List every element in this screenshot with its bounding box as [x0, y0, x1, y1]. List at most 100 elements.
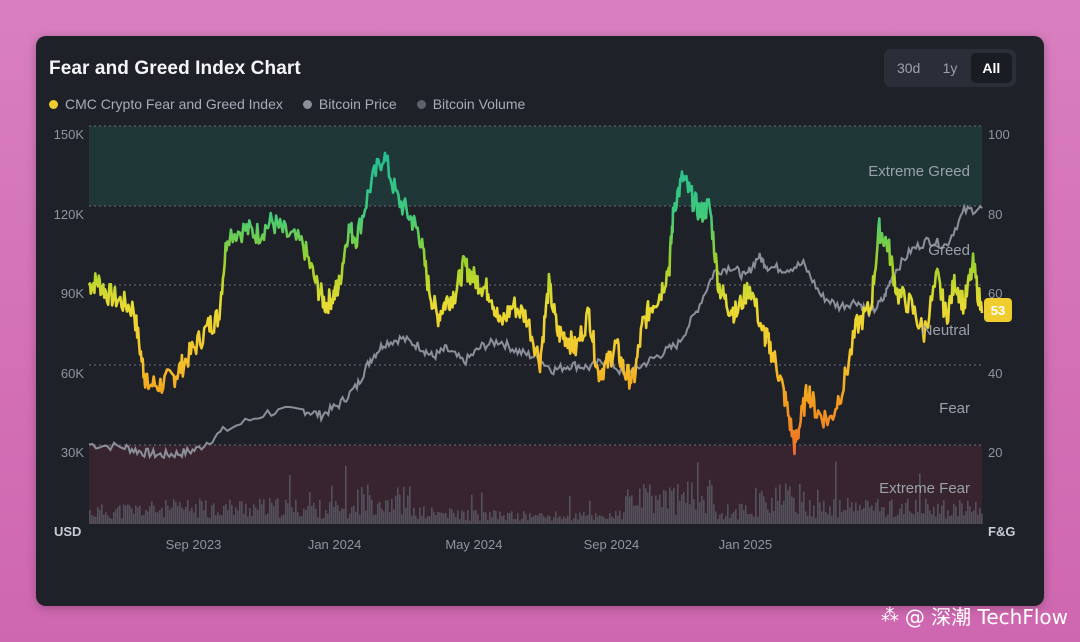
- volume-bar: [803, 491, 805, 524]
- volume-bar: [327, 513, 329, 524]
- volume-bar: [731, 513, 733, 524]
- chart-title: Fear and Greed Index Chart: [49, 58, 301, 79]
- volume-bar: [925, 498, 927, 524]
- legend-label-fear-greed: CMC Crypto Fear and Greed Index: [65, 96, 283, 112]
- legend-item-fear-greed[interactable]: CMC Crypto Fear and Greed Index: [49, 96, 283, 112]
- volume-bar: [485, 512, 487, 524]
- volume-bar: [513, 518, 515, 524]
- volume-bar: [231, 504, 233, 524]
- volume-bar: [883, 506, 885, 524]
- volume-bar: [861, 509, 863, 524]
- volume-bar: [931, 514, 933, 524]
- volume-bar: [723, 519, 725, 524]
- volume-bar: [139, 505, 141, 524]
- volume-bar: [435, 515, 437, 524]
- volume-bar: [385, 500, 387, 524]
- volume-bar: [379, 501, 381, 524]
- volume-bar: [511, 511, 513, 524]
- volume-bar: [391, 498, 393, 524]
- volume-bar: [865, 499, 867, 524]
- volume-bar: [217, 512, 219, 524]
- volume-bar: [761, 490, 763, 524]
- right-tick-20: 20: [988, 445, 1002, 460]
- range-1y-button[interactable]: 1y: [942, 60, 958, 76]
- volume-bar: [329, 501, 331, 524]
- volume-bar: [149, 506, 151, 524]
- volume-bar: [291, 507, 293, 524]
- volume-bar: [619, 510, 621, 524]
- volume-bar: [641, 507, 643, 524]
- volume-bar: [91, 515, 93, 524]
- volume-bar: [519, 520, 521, 524]
- volume-bar: [699, 502, 701, 524]
- volume-bar: [205, 500, 207, 524]
- volume-bar: [693, 499, 695, 524]
- volume-bar: [287, 503, 289, 524]
- volume-bar: [717, 519, 719, 524]
- volume-bar: [701, 495, 703, 524]
- fear-greed-chart: Extreme Greed Greed Neutral Fear Extreme…: [54, 125, 1015, 552]
- volume-bar: [755, 487, 757, 524]
- volume-bar: [413, 507, 415, 524]
- volume-bar: [677, 483, 679, 524]
- volume-bar: [797, 513, 799, 524]
- volume-bar: [929, 510, 931, 524]
- volume-bar: [937, 503, 939, 524]
- volume-bar: [197, 517, 199, 524]
- volume-bar: [207, 517, 209, 524]
- volume-bar: [555, 511, 557, 524]
- volume-bar: [947, 509, 949, 524]
- volume-bar: [471, 494, 473, 524]
- volume-bar: [193, 512, 195, 524]
- volume-bar: [265, 514, 267, 524]
- volume-bar: [963, 515, 965, 524]
- volume-bar: [111, 518, 113, 524]
- volume-bar: [491, 517, 493, 524]
- volume-bar: [933, 506, 935, 524]
- volume-bar: [887, 514, 889, 524]
- volume-bar: [741, 503, 743, 524]
- volume-bar: [331, 485, 333, 524]
- volume-bar: [655, 495, 657, 524]
- range-all-button[interactable]: All: [970, 53, 1012, 83]
- volume-bar: [753, 516, 755, 524]
- volume-bar: [667, 508, 669, 524]
- volume-bar: [489, 511, 491, 524]
- volume-bar: [783, 500, 785, 524]
- volume-bar: [97, 506, 99, 524]
- volume-bar: [913, 514, 915, 524]
- volume-bar: [897, 514, 899, 524]
- volume-bar: [605, 518, 607, 524]
- range-30d-button[interactable]: 30d: [896, 60, 921, 76]
- volume-bar: [105, 512, 107, 524]
- volume-bar: [943, 500, 945, 524]
- volume-bar: [697, 462, 699, 524]
- volume-bar: [855, 502, 857, 524]
- volume-bar: [165, 500, 167, 524]
- volume-bar: [453, 512, 455, 524]
- volume-bar: [167, 505, 169, 524]
- volume-bar: [633, 506, 635, 524]
- legend-item-bitcoin-volume[interactable]: Bitcoin Volume: [416, 96, 525, 112]
- volume-bar: [309, 492, 311, 524]
- legend-item-bitcoin-price[interactable]: Bitcoin Price: [302, 96, 397, 112]
- volume-bar: [549, 516, 551, 524]
- volume-bar: [275, 499, 277, 524]
- volume-bar: [451, 509, 453, 524]
- volume-bar: [543, 516, 545, 524]
- current-value-text: 53: [991, 303, 1005, 318]
- volume-bar: [857, 510, 859, 524]
- volume-bar: [163, 517, 165, 524]
- volume-bar: [99, 509, 101, 524]
- volume-bar: [909, 511, 911, 524]
- volume-bar: [777, 500, 779, 524]
- volume-bar: [907, 498, 909, 524]
- volume-bar: [981, 513, 983, 524]
- volume-bar: [891, 499, 893, 524]
- volume-bar: [843, 509, 845, 524]
- volume-bar: [527, 520, 529, 524]
- volume-bar: [975, 501, 977, 524]
- volume-bar: [175, 501, 177, 524]
- volume-bar: [807, 515, 809, 524]
- volume-bar: [317, 517, 319, 524]
